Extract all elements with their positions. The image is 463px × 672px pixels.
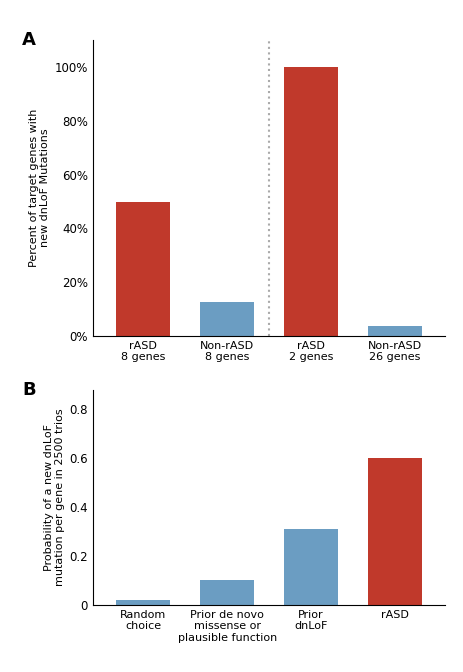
Y-axis label: Percent of target genes with
new dnLoF Mutations: Percent of target genes with new dnLoF M…: [29, 109, 50, 267]
Text: A: A: [22, 32, 36, 50]
Bar: [367, 458, 421, 605]
Bar: [367, 326, 421, 336]
Y-axis label: Probability of a new dnLoF
mutation per gene in 2500 trios: Probability of a new dnLoF mutation per …: [44, 409, 65, 586]
Bar: [283, 67, 338, 336]
Bar: [116, 202, 170, 336]
Bar: [283, 529, 338, 605]
Text: Prior dnLoF mutation
16 genes: Prior dnLoF mutation 16 genes: [114, 408, 255, 436]
Bar: [200, 302, 254, 336]
Text: B: B: [22, 381, 36, 399]
Bar: [200, 581, 254, 605]
Bar: [116, 600, 170, 605]
Text: No prior dnLoF mutation
28 genes: No prior dnLoF mutation 28 genes: [271, 408, 433, 436]
